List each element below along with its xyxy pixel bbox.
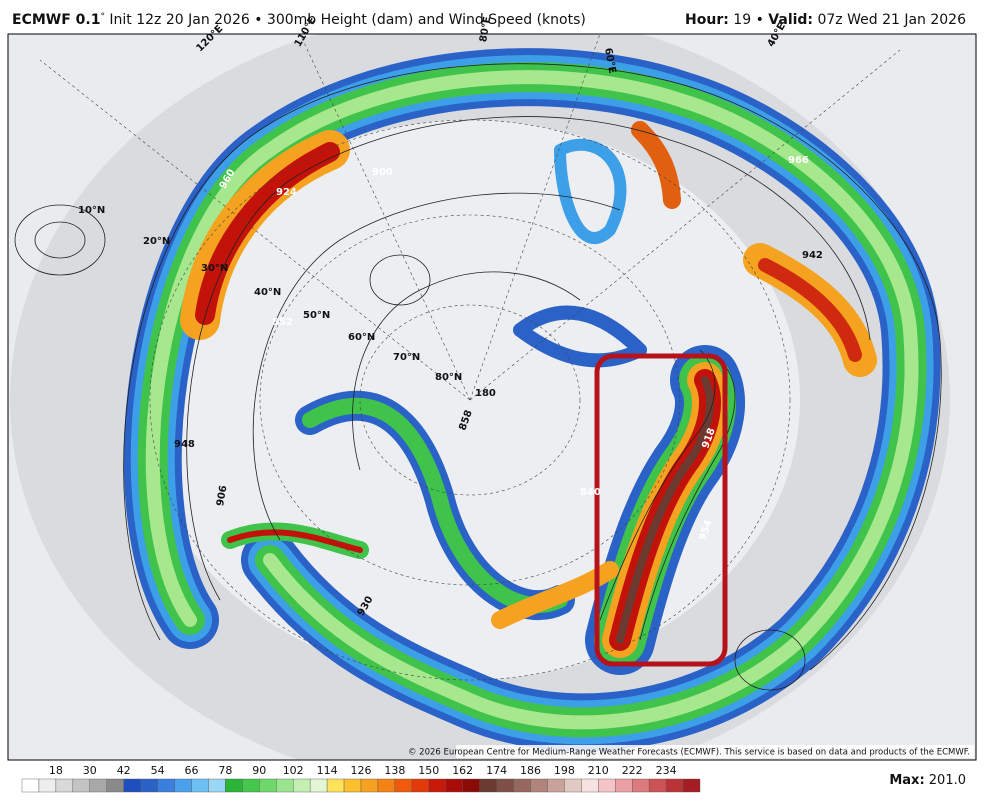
colorbar-cell <box>208 778 226 793</box>
colorbar-cell <box>343 778 362 793</box>
colorbar-cell <box>682 778 701 793</box>
contour-label: 966 <box>788 155 809 166</box>
colorbar-cell <box>479 778 497 793</box>
colorbar-tick-label: 174 <box>486 764 507 777</box>
colorbar-cell <box>55 778 74 793</box>
colorbar-tick-label: 42 <box>117 764 131 777</box>
colorbar-tick-label: 138 <box>384 764 405 777</box>
lon-label: 80°E <box>478 16 493 43</box>
max-text: Max: 201.0 <box>889 773 966 788</box>
colorbar-tick-label: 186 <box>520 764 541 777</box>
colorbar-tick-label: 30 <box>83 764 97 777</box>
lat-label: 10°N <box>78 205 105 216</box>
colorbar-tick-label: 126 <box>351 764 372 777</box>
header-left: ECMWF 0.1° Init 12z 20 Jan 2026 • 300mb … <box>12 12 586 29</box>
colorbar-tick-label: 210 <box>588 764 609 777</box>
colorbar-cell <box>581 778 599 793</box>
colorbar-cell <box>411 778 430 793</box>
colorbar-cell <box>309 778 328 793</box>
header-right: Hour: 19 • Valid: 07z Wed 21 Jan 2026 <box>685 12 966 28</box>
contour-label: 840 <box>580 487 601 498</box>
lon-label: 60°E <box>602 47 617 74</box>
max-separator: : <box>919 773 924 788</box>
colorbar-cell <box>123 778 141 793</box>
lat-label: 80°N <box>435 372 462 383</box>
colorbar-tick-label: 198 <box>554 764 575 777</box>
lat-label: 60°N <box>348 332 375 343</box>
colorbar-cell <box>326 778 345 793</box>
colorbar-cell <box>106 778 124 793</box>
lat-label: 40°N <box>254 287 281 298</box>
colorbar-cell <box>598 778 616 793</box>
colorbar-tick-label: 102 <box>283 764 304 777</box>
max-value: 201.0 <box>929 773 966 788</box>
colorbar-tick-label: 78 <box>218 764 232 777</box>
colorbar-cell <box>38 778 57 793</box>
highlight-box <box>594 353 728 667</box>
colorbar-cell <box>615 778 633 793</box>
colorbar-cell <box>530 778 548 793</box>
colorbar-tick-label: 114 <box>317 764 338 777</box>
colorbar-cell <box>462 778 480 793</box>
colorbar-tick-label: 66 <box>185 764 199 777</box>
colorbar-cell <box>225 778 243 793</box>
copyright: © 2026 European Centre for Medium-Range … <box>408 748 970 758</box>
colorbar-tick-label: 162 <box>452 764 473 777</box>
contour-label: 900 <box>372 167 393 178</box>
contour-label: 852 <box>272 317 293 328</box>
colorbar-cell <box>394 778 413 793</box>
colorbar-cell <box>496 778 514 793</box>
colorbar-cell <box>157 778 175 793</box>
hour-label: Hour: <box>685 12 729 28</box>
valid-value: 07z Wed 21 Jan 2026 <box>813 12 966 28</box>
contour-label: 948 <box>174 439 195 450</box>
lat-label: 20°N <box>143 236 170 247</box>
colorbar-tick-label: 234 <box>656 764 677 777</box>
colorbar: 18 30 42 54 66 78 90 102 114 126 138 150 162 174 186 19… <box>21 764 701 793</box>
model: ECMWF 0.1 <box>12 12 100 28</box>
colorbar-cell <box>564 778 582 793</box>
colorbar-cell <box>377 778 396 793</box>
hour-value: 19 • <box>729 12 768 28</box>
valid-label: Valid: <box>768 12 813 28</box>
colorbar-cell <box>242 778 260 793</box>
colorbar-cell <box>140 778 158 793</box>
lat-label: 30°N <box>201 263 228 274</box>
colorbar-cell <box>259 778 277 793</box>
colorbar-cell <box>174 778 192 793</box>
colorbar-cell <box>293 778 311 793</box>
description: Init 12z 20 Jan 2026 • 300mb Height (dam… <box>105 12 586 28</box>
colorbar-cell <box>665 778 684 793</box>
colorbar-cell <box>428 778 446 793</box>
colorbar-cell <box>21 778 40 793</box>
lat-label: 70°N <box>393 352 420 363</box>
lon-label: 180 <box>475 388 496 399</box>
colorbar-cell <box>72 778 90 793</box>
colorbar-cell <box>191 778 209 793</box>
colorbar-cell <box>513 778 531 793</box>
colorbar-tick-label: 18 <box>49 764 63 777</box>
contour-label: 906 <box>215 485 229 508</box>
lat-label: 50°N <box>303 310 330 321</box>
max-label: Max <box>889 773 920 788</box>
colorbar-tick-label: 150 <box>418 764 439 777</box>
colorbar-cell <box>276 778 294 793</box>
colorbar-cell <box>547 778 565 793</box>
colorbar-cell <box>360 778 379 793</box>
colorbar-cell <box>89 778 107 793</box>
degree: ° <box>100 12 105 22</box>
colorbar-cell <box>632 778 650 793</box>
contour-label: 924 <box>276 187 297 198</box>
map: 10°N 20°N 30°N 40°N 50°N 60°N 70°N 80°N … <box>7 15 977 761</box>
colorbar-tick-label: 222 <box>622 764 643 777</box>
colorbar-tick-label: 54 <box>151 764 165 777</box>
colorbar-cell <box>445 778 463 793</box>
colorbar-cell <box>648 778 667 793</box>
contour-label: 942 <box>802 250 823 261</box>
colorbar-tick-label: 90 <box>252 764 266 777</box>
